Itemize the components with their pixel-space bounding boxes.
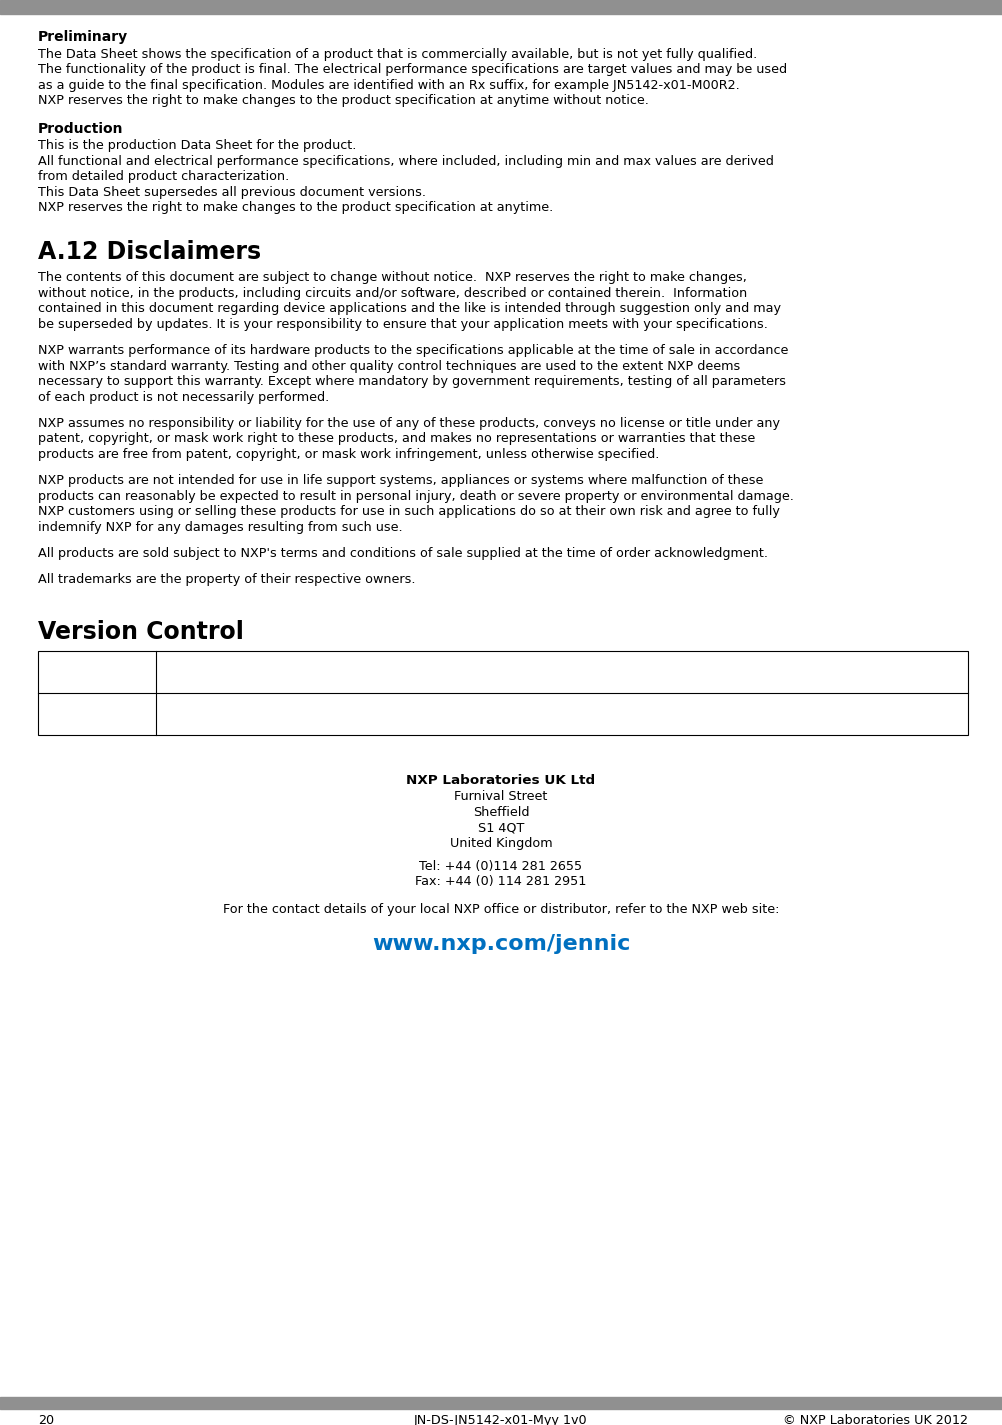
Text: as a guide to the final specification. Modules are identified with an Rx suffix,: as a guide to the final specification. M…: [38, 78, 739, 91]
Text: The Data Sheet shows the specification of a product that is commercially availab: The Data Sheet shows the specification o…: [38, 47, 758, 60]
Text: contained in this document regarding device applications and the like is intende: contained in this document regarding dev…: [38, 302, 781, 315]
Text: Sheffield: Sheffield: [473, 805, 529, 818]
Text: This Data Sheet supersedes all previous document versions.: This Data Sheet supersedes all previous …: [38, 185, 426, 200]
Text: 1st  Issue of Preliminary Datasheet: 1st Issue of Preliminary Datasheet: [164, 707, 388, 720]
Text: Version: Version: [46, 665, 93, 678]
Text: Fax: +44 (0) 114 281 2951: Fax: +44 (0) 114 281 2951: [415, 875, 587, 888]
Text: NXP warrants performance of its hardware products to the specifications applicab: NXP warrants performance of its hardware…: [38, 343, 789, 358]
Text: indemnify NXP for any damages resulting from such use.: indemnify NXP for any damages resulting …: [38, 520, 403, 534]
Text: Notes: Notes: [164, 665, 201, 678]
Text: The functionality of the product is final. The electrical performance specificat: The functionality of the product is fina…: [38, 63, 788, 76]
Text: without notice, in the products, including circuits and/or software, described o: without notice, in the products, includi…: [38, 286, 747, 299]
Text: NXP reserves the right to make changes to the product specification at anytime w: NXP reserves the right to make changes t…: [38, 94, 649, 107]
Text: Furnival Street: Furnival Street: [454, 789, 548, 804]
Text: be superseded by updates. It is your responsibility to ensure that your applicat: be superseded by updates. It is your res…: [38, 318, 768, 331]
Text: All products are sold subject to NXP's terms and conditions of sale supplied at : All products are sold subject to NXP's t…: [38, 547, 768, 560]
Bar: [0, 1396, 1002, 1409]
Text: JN-DS-JN5142-x01-Myy 1v0: JN-DS-JN5142-x01-Myy 1v0: [414, 1414, 588, 1425]
Text: For the contact details of your local NXP office or distributor, refer to the NX: For the contact details of your local NX…: [222, 903, 780, 916]
Text: NXP customers using or selling these products for use in such applications do so: NXP customers using or selling these pro…: [38, 506, 780, 519]
Text: products can reasonably be expected to result in personal injury, death or sever: products can reasonably be expected to r…: [38, 490, 794, 503]
Text: necessary to support this warranty. Except where mandatory by government require: necessary to support this warranty. Exce…: [38, 375, 786, 388]
Text: NXP products are not intended for use in life support systems, appliances or sys: NXP products are not intended for use in…: [38, 475, 764, 487]
Text: Tel: +44 (0)114 281 2655: Tel: +44 (0)114 281 2655: [420, 859, 582, 874]
Text: of each product is not necessarily performed.: of each product is not necessarily perfo…: [38, 390, 330, 403]
Text: NXP assumes no responsibility or liability for the use of any of these products,: NXP assumes no responsibility or liabili…: [38, 418, 780, 430]
Text: 20: 20: [38, 1414, 54, 1425]
Text: NXP Laboratories UK Ltd: NXP Laboratories UK Ltd: [407, 774, 595, 787]
Text: from detailed product characterization.: from detailed product characterization.: [38, 171, 290, 184]
Text: © NXP Laboratories UK 2012: © NXP Laboratories UK 2012: [783, 1414, 968, 1425]
Text: All trademarks are the property of their respective owners.: All trademarks are the property of their…: [38, 573, 416, 587]
Text: Version Control: Version Control: [38, 620, 243, 644]
Text: The contents of this document are subject to change without notice.  NXP reserve: The contents of this document are subjec…: [38, 271, 746, 284]
Text: 1.0: 1.0: [46, 707, 66, 720]
Text: United Kingdom: United Kingdom: [450, 836, 552, 849]
Text: Preliminary: Preliminary: [38, 30, 128, 44]
Text: products are free from patent, copyright, or mask work infringement, unless othe: products are free from patent, copyright…: [38, 447, 659, 460]
Text: www.nxp.com/jennic: www.nxp.com/jennic: [372, 935, 630, 955]
Bar: [0, 0, 1002, 14]
Text: This is the production Data Sheet for the product.: This is the production Data Sheet for th…: [38, 140, 357, 152]
Text: Production: Production: [38, 123, 123, 135]
Text: with NXP’s standard warranty. Testing and other quality control techniques are u: with NXP’s standard warranty. Testing an…: [38, 359, 740, 372]
Text: All functional and electrical performance specifications, where included, includ: All functional and electrical performanc…: [38, 155, 774, 168]
Text: S1 4QT: S1 4QT: [478, 821, 524, 834]
Text: patent, copyright, or mask work right to these products, and makes no representa: patent, copyright, or mask work right to…: [38, 432, 756, 446]
Text: NXP reserves the right to make changes to the product specification at anytime.: NXP reserves the right to make changes t…: [38, 201, 553, 214]
Bar: [38, 651, 968, 735]
Text: A.12 Disclaimers: A.12 Disclaimers: [38, 241, 262, 264]
